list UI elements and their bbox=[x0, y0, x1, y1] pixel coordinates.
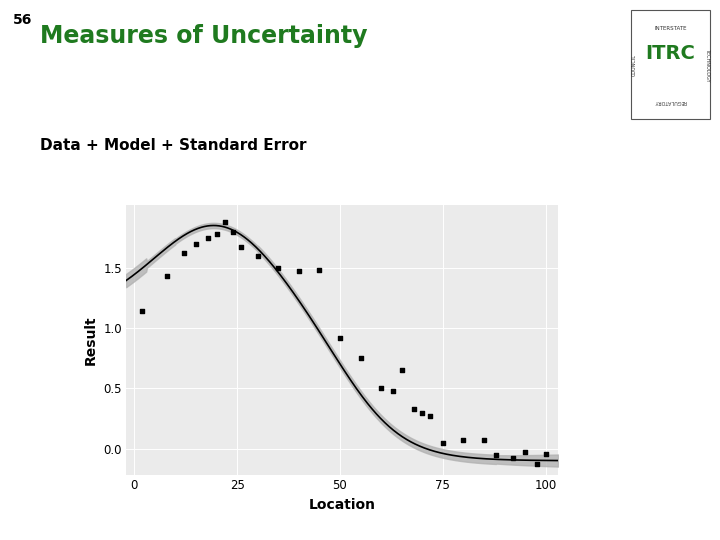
Point bbox=[137, 307, 148, 315]
Text: ITRC: ITRC bbox=[646, 44, 696, 63]
Point bbox=[408, 404, 420, 413]
Point bbox=[178, 249, 189, 258]
Text: Measures of Uncertainty: Measures of Uncertainty bbox=[40, 24, 367, 48]
Point bbox=[416, 408, 428, 417]
Point bbox=[437, 438, 449, 447]
Point bbox=[490, 450, 502, 459]
Point bbox=[387, 387, 399, 395]
Point bbox=[190, 239, 202, 248]
Point bbox=[334, 334, 346, 342]
Point bbox=[314, 266, 325, 275]
Text: INTERSTATE: INTERSTATE bbox=[654, 26, 687, 31]
Text: 56: 56 bbox=[13, 14, 32, 28]
Point bbox=[252, 252, 264, 260]
Point bbox=[425, 412, 436, 421]
Point bbox=[219, 218, 230, 226]
Text: REGULATORY: REGULATORY bbox=[654, 99, 687, 104]
Text: COUNCIL: COUNCIL bbox=[631, 54, 636, 76]
Point bbox=[375, 384, 387, 393]
Point bbox=[272, 264, 284, 272]
Point bbox=[211, 230, 222, 239]
Point bbox=[396, 366, 408, 375]
Point bbox=[161, 272, 173, 281]
Point bbox=[235, 243, 247, 252]
Point bbox=[202, 233, 214, 242]
Point bbox=[355, 354, 366, 362]
Text: TECHNOLOGY: TECHNOLOGY bbox=[705, 48, 710, 82]
Point bbox=[458, 436, 469, 444]
Point bbox=[531, 460, 543, 469]
Point bbox=[478, 436, 490, 444]
Point bbox=[519, 448, 531, 457]
Point bbox=[507, 454, 518, 463]
Point bbox=[228, 227, 239, 236]
Text: Data + Model + Standard Error: Data + Model + Standard Error bbox=[40, 138, 306, 153]
X-axis label: Location: Location bbox=[308, 498, 376, 512]
Point bbox=[293, 267, 305, 276]
Y-axis label: Result: Result bbox=[84, 315, 98, 365]
Point bbox=[540, 449, 552, 458]
